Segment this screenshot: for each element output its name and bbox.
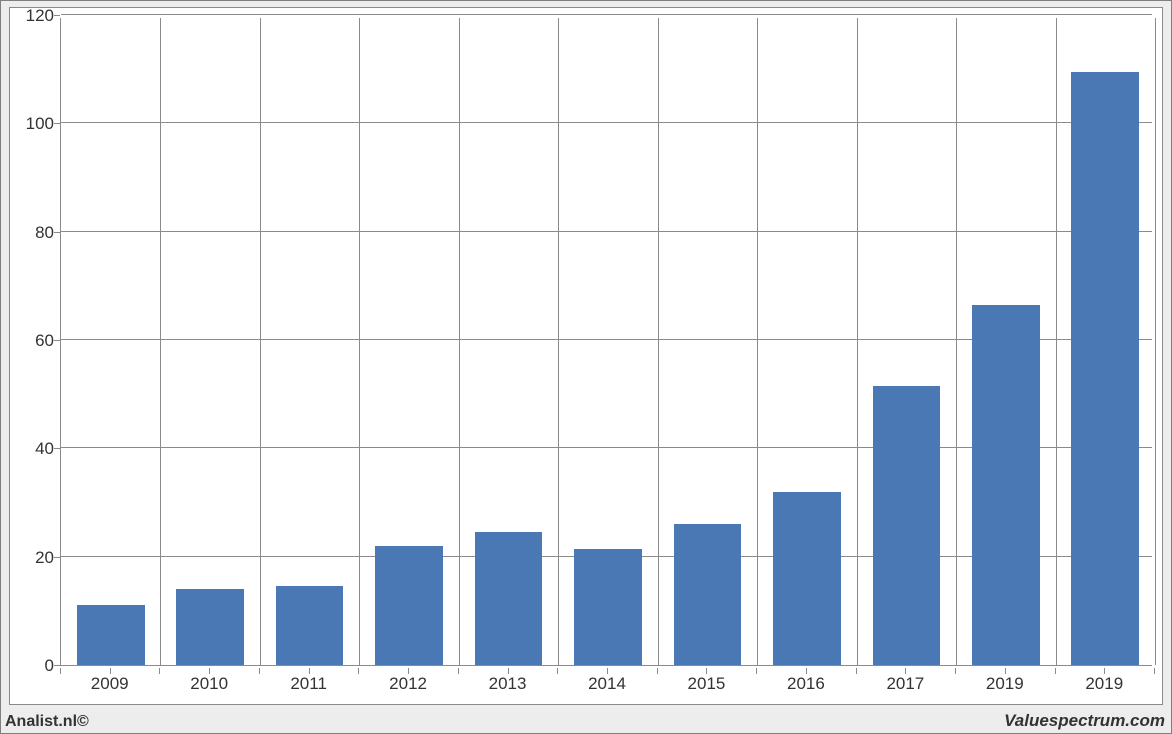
footer-left-credit: Analist.nl© (5, 713, 89, 731)
x-boundary-tick (557, 668, 558, 674)
x-axis: 2009 2010 2011 2012 2013 2014 2015 2016 2017 2019… (60, 668, 1152, 704)
bar (375, 546, 443, 665)
x-tick-label: 2013 (489, 674, 527, 694)
x-boundary-tick (856, 668, 857, 674)
x-boundary-tick (1154, 668, 1155, 674)
y-tick-label: 100 (26, 114, 54, 134)
bar (773, 492, 841, 665)
y-tick-label: 120 (26, 6, 54, 26)
x-tick-label: 2011 (290, 674, 327, 694)
bar (276, 586, 344, 665)
gridline-horizontal (61, 122, 1152, 123)
bar (1071, 72, 1139, 665)
y-tick-label: 60 (35, 331, 54, 351)
bar (574, 549, 642, 665)
plot-area (60, 18, 1152, 666)
gridline-vertical (160, 18, 161, 665)
bar (674, 524, 742, 665)
x-tick-label: 2019 (1085, 674, 1123, 694)
y-tick-label: 40 (35, 439, 54, 459)
gridline-horizontal (61, 231, 1152, 232)
x-boundary-tick (756, 668, 757, 674)
y-tick-label: 80 (35, 223, 54, 243)
gridline-vertical (1155, 18, 1156, 665)
x-tick-label: 2016 (787, 674, 825, 694)
x-tick-label: 2010 (190, 674, 228, 694)
x-boundary-tick (1055, 668, 1056, 674)
bar (972, 305, 1040, 665)
gridline-vertical (956, 18, 957, 665)
x-boundary-tick (259, 668, 260, 674)
footer-right-credit: Valuespectrum.com (1004, 711, 1165, 731)
y-tick-mark (54, 15, 60, 16)
gridline-vertical (1056, 18, 1057, 665)
x-boundary-tick (955, 668, 956, 674)
plot-frame: 0 20 40 60 80 100 120 2009 2010 2011 2012 2013 2014… (9, 7, 1163, 705)
x-boundary-tick (458, 668, 459, 674)
gridline-vertical (359, 18, 360, 665)
bar (873, 386, 941, 665)
x-boundary-tick (657, 668, 658, 674)
gridline-vertical (459, 18, 460, 665)
chart-container: 0 20 40 60 80 100 120 2009 2010 2011 2012 2013 2014… (0, 0, 1172, 734)
x-tick-label: 2012 (389, 674, 427, 694)
gridline-vertical (757, 18, 758, 665)
footer: Analist.nl© Valuespectrum.com (5, 707, 1165, 731)
x-tick-label: 2019 (986, 674, 1024, 694)
x-boundary-tick (60, 668, 61, 674)
gridline-vertical (558, 18, 559, 665)
x-tick-label: 2009 (91, 674, 129, 694)
gridline-vertical (260, 18, 261, 665)
x-tick-label: 2015 (688, 674, 726, 694)
gridline-horizontal (61, 14, 1152, 15)
gridline-vertical (857, 18, 858, 665)
x-boundary-tick (358, 668, 359, 674)
x-boundary-tick (159, 668, 160, 674)
bar (176, 589, 244, 665)
gridline-vertical (658, 18, 659, 665)
bar (77, 605, 145, 665)
bar (475, 532, 543, 665)
x-tick-label: 2017 (886, 674, 924, 694)
x-tick-label: 2014 (588, 674, 626, 694)
y-tick-label: 0 (45, 656, 54, 676)
y-tick-label: 20 (35, 548, 54, 568)
y-axis: 020406080100120 (10, 8, 60, 666)
